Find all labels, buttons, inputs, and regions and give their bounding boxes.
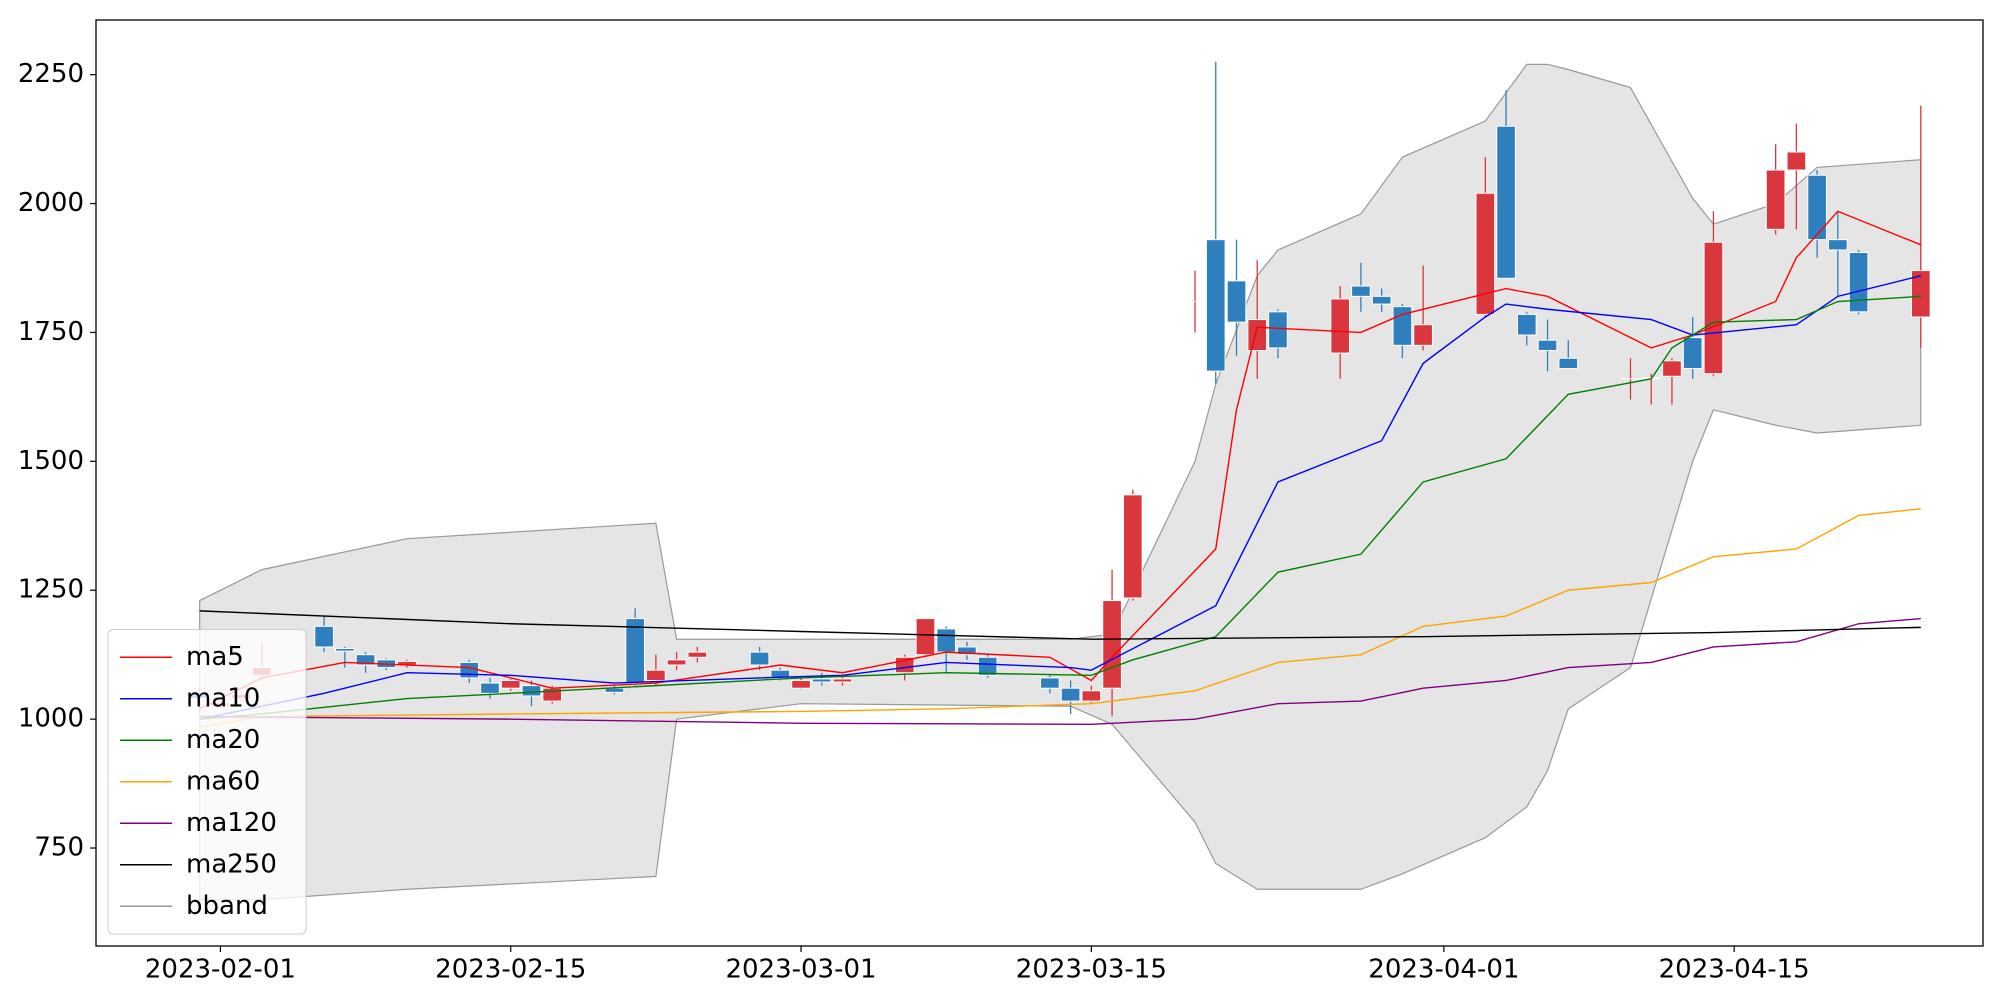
candle-body <box>1330 298 1351 354</box>
candle-body <box>625 618 645 684</box>
candle-body <box>749 651 770 666</box>
x-tick-label: 2023-02-01 <box>145 955 296 985</box>
y-tick-label: 2250 <box>18 59 84 89</box>
y-tick-label: 1250 <box>18 575 84 605</box>
candle-body <box>1703 241 1724 375</box>
x-tick-label: 2023-04-15 <box>1659 955 1810 985</box>
legend-label: ma20 <box>186 725 260 755</box>
candle-body <box>1786 151 1807 171</box>
candle-body <box>687 651 708 658</box>
candle-body <box>1765 169 1786 230</box>
candle-body <box>1496 125 1516 279</box>
y-tick-label: 750 <box>34 833 84 863</box>
candle-body <box>1081 690 1102 702</box>
candle-body <box>1910 270 1931 318</box>
candle-body <box>1268 311 1288 349</box>
legend-label: ma250 <box>186 849 277 879</box>
candle-body <box>1682 337 1703 370</box>
candle-body <box>1247 319 1268 351</box>
bband-area <box>199 63 1922 901</box>
ma-line <box>199 610 1921 640</box>
candle-body <box>1205 239 1226 372</box>
x-tick-label: 2023-03-15 <box>1016 955 1167 985</box>
y-tick-label: 1500 <box>18 446 84 476</box>
axes-frame <box>95 19 1984 947</box>
candle-body <box>500 679 521 689</box>
candle-body <box>521 685 542 697</box>
candle-body <box>1828 239 1848 251</box>
y-tick-label: 1000 <box>18 704 84 734</box>
x-tick-label: 2023-03-01 <box>725 955 876 985</box>
ma-line <box>199 295 1921 720</box>
candle-body <box>1060 687 1081 702</box>
candle-body <box>936 628 957 653</box>
candle-body <box>1040 677 1060 689</box>
candle-body <box>480 682 500 694</box>
candle-body <box>1351 285 1371 297</box>
legend-label: bband <box>186 891 268 921</box>
candle-body <box>915 618 936 656</box>
candle-body <box>1807 174 1827 241</box>
candle-body <box>646 669 666 681</box>
plot-area <box>189 61 1931 901</box>
legend-label: ma60 <box>186 766 260 796</box>
ma-line <box>199 275 1921 720</box>
candle-body <box>1226 280 1247 323</box>
candle-body <box>335 648 355 652</box>
candle-body <box>1371 295 1392 305</box>
candle-body <box>1558 357 1579 370</box>
candle-body <box>977 656 998 676</box>
candle-body <box>1848 252 1869 313</box>
candle-body <box>1475 192 1496 315</box>
legend-label: ma10 <box>186 683 260 713</box>
candle-body <box>832 678 853 683</box>
candle-body <box>314 625 334 648</box>
ma-line <box>199 617 1921 725</box>
y-tick-label: 1750 <box>18 317 84 347</box>
ma-line <box>199 508 1921 728</box>
legend: ma5 ma10 ma20 ma60 ma120 ma250 bband <box>107 629 307 935</box>
legend-label: ma5 <box>186 642 244 672</box>
candle-body <box>1122 494 1143 599</box>
candle-body <box>666 659 687 666</box>
candle-body <box>791 679 811 689</box>
candle-body <box>1662 360 1682 377</box>
candle-body <box>811 678 832 683</box>
legend-label: ma120 <box>186 808 277 838</box>
candle-body <box>1413 324 1433 346</box>
candle-body <box>1537 339 1558 351</box>
candle-body <box>355 654 376 666</box>
candle-body <box>459 661 480 679</box>
x-tick-label: 2023-02-15 <box>435 955 586 985</box>
candle-body <box>1102 600 1122 689</box>
y-tick-label: 2000 <box>18 188 84 218</box>
candle-body <box>1516 313 1537 336</box>
x-tick-label: 2023-04-01 <box>1368 955 1519 985</box>
legend-box <box>107 629 307 935</box>
candle-body <box>957 646 977 656</box>
